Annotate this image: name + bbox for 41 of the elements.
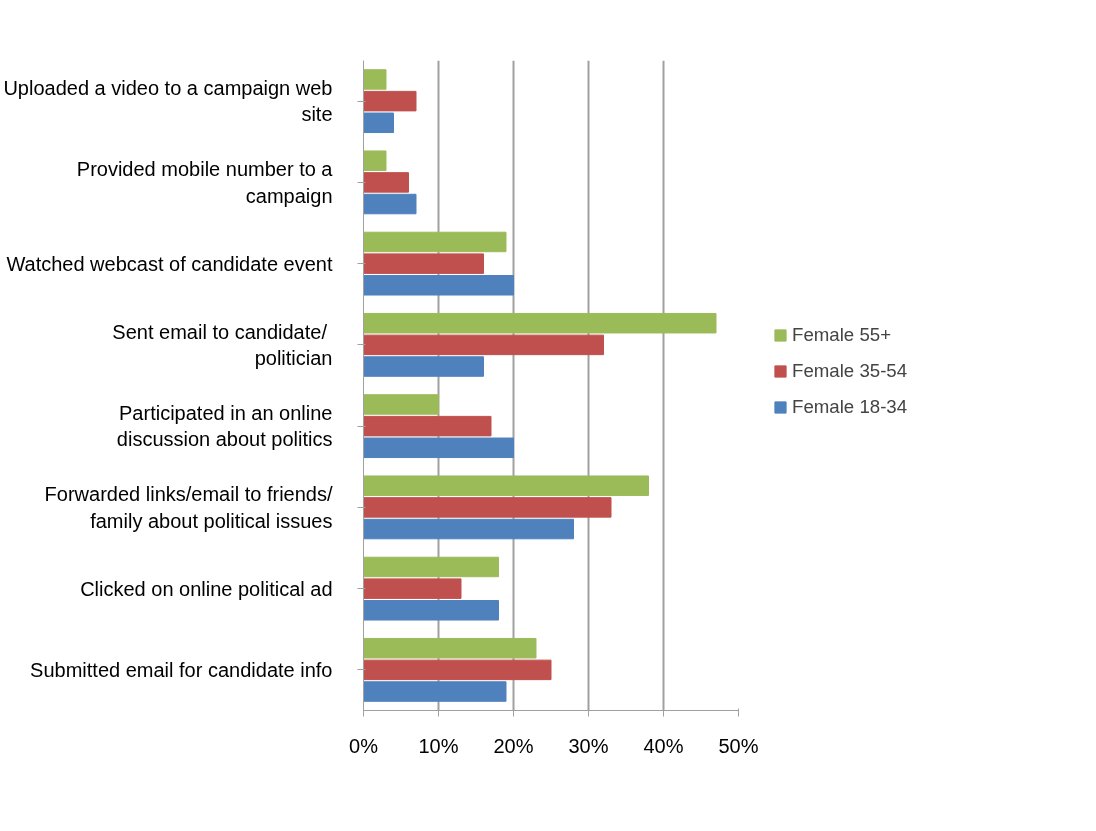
bar	[363, 193, 417, 215]
bar	[363, 475, 649, 496]
bar	[363, 578, 462, 599]
bar	[363, 600, 499, 621]
y-tick-label: Submitted email for candidate info	[30, 658, 333, 681]
bar	[363, 497, 612, 518]
x-tick-label: 40%	[643, 734, 684, 757]
x-tick-label: 30%	[568, 734, 609, 757]
y-tick-label: Provided mobile number to a campaign	[76, 158, 334, 207]
bar	[363, 231, 507, 253]
bar	[363, 659, 552, 681]
bar	[363, 394, 439, 415]
bar	[363, 253, 484, 274]
bar	[363, 437, 514, 459]
legend-label: Female 55+	[792, 323, 892, 346]
bar	[363, 172, 409, 193]
x-tick-label: 50%	[718, 734, 759, 757]
y-tick-label: Uploaded a video to a campaign web site	[3, 76, 333, 126]
x-tick-label: 0%	[349, 734, 379, 757]
bar	[363, 90, 417, 112]
bar	[363, 556, 499, 578]
bar	[363, 275, 514, 296]
y-tick-label: Clicked on online political ad	[80, 577, 333, 600]
bar	[363, 150, 387, 171]
y-tick-label: Participated in an online discussion about politics	[116, 401, 333, 451]
x-tick-label: 10%	[418, 734, 459, 757]
bar	[363, 69, 387, 90]
legend-label: Female 18-34	[792, 395, 908, 418]
y-tick-label: Forwarded links/email to friends/ family about political issues	[44, 483, 333, 532]
bar	[363, 334, 604, 356]
bar	[363, 356, 484, 377]
y-tick-label: Sent email to candidate/ politician	[112, 320, 333, 370]
x-tick-label: 20%	[493, 734, 534, 757]
legend-label: Female 35-54	[792, 359, 908, 382]
y-tick-label: Watched webcast of candidate event	[6, 252, 333, 275]
bar	[363, 518, 574, 540]
bar	[363, 415, 492, 437]
bar	[363, 312, 717, 334]
bar	[363, 637, 537, 659]
bar	[363, 681, 507, 702]
bar	[363, 112, 394, 134]
